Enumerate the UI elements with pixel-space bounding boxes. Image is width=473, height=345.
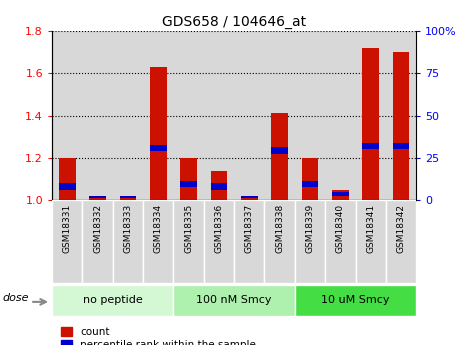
Text: dose: dose xyxy=(3,294,29,303)
Bar xyxy=(143,31,174,200)
Text: GSM18333: GSM18333 xyxy=(123,204,132,254)
FancyBboxPatch shape xyxy=(52,200,82,283)
FancyBboxPatch shape xyxy=(204,200,234,283)
Text: no peptide: no peptide xyxy=(83,295,142,305)
Bar xyxy=(295,31,325,200)
Bar xyxy=(210,170,228,200)
Bar xyxy=(59,183,76,189)
Text: GSM18337: GSM18337 xyxy=(245,204,254,254)
Bar xyxy=(82,31,113,200)
Bar xyxy=(234,31,264,200)
FancyBboxPatch shape xyxy=(174,200,204,283)
FancyBboxPatch shape xyxy=(174,285,295,316)
Text: GSM18340: GSM18340 xyxy=(336,204,345,253)
Bar xyxy=(332,189,349,200)
Bar xyxy=(272,147,288,154)
Bar xyxy=(150,145,166,151)
Text: GSM18338: GSM18338 xyxy=(275,204,284,254)
Text: 100 nM Smcy: 100 nM Smcy xyxy=(196,295,272,305)
FancyBboxPatch shape xyxy=(143,200,174,283)
Text: GSM18339: GSM18339 xyxy=(306,204,315,254)
Title: GDS658 / 104646_at: GDS658 / 104646_at xyxy=(162,14,306,29)
Bar xyxy=(113,31,143,200)
Bar xyxy=(362,48,379,200)
Bar xyxy=(393,52,410,200)
Text: GSM18336: GSM18336 xyxy=(214,204,223,254)
Text: GSM18342: GSM18342 xyxy=(396,204,405,253)
Bar xyxy=(241,196,258,200)
Bar xyxy=(386,31,416,200)
Text: GSM18334: GSM18334 xyxy=(154,204,163,253)
Bar xyxy=(150,67,166,200)
Bar xyxy=(332,192,349,196)
Bar xyxy=(180,158,197,200)
Bar xyxy=(52,31,82,200)
FancyBboxPatch shape xyxy=(264,200,295,283)
FancyBboxPatch shape xyxy=(295,285,416,316)
FancyBboxPatch shape xyxy=(386,200,416,283)
Text: GSM18341: GSM18341 xyxy=(366,204,375,253)
Bar xyxy=(180,181,197,187)
Bar xyxy=(59,158,76,200)
FancyBboxPatch shape xyxy=(82,200,113,283)
FancyBboxPatch shape xyxy=(52,285,174,316)
Text: GSM18331: GSM18331 xyxy=(63,204,72,254)
Bar xyxy=(272,114,288,200)
Bar xyxy=(120,196,136,198)
FancyBboxPatch shape xyxy=(234,200,264,283)
Bar xyxy=(362,143,379,149)
Bar xyxy=(302,158,318,200)
Bar xyxy=(241,196,258,198)
Bar xyxy=(302,181,318,187)
FancyBboxPatch shape xyxy=(113,200,143,283)
Text: 10 uM Smcy: 10 uM Smcy xyxy=(321,295,390,305)
FancyBboxPatch shape xyxy=(356,200,386,283)
Legend: count, percentile rank within the sample: count, percentile rank within the sample xyxy=(57,323,260,345)
FancyBboxPatch shape xyxy=(325,200,356,283)
FancyBboxPatch shape xyxy=(295,200,325,283)
Bar xyxy=(356,31,386,200)
Bar xyxy=(120,196,136,200)
Bar xyxy=(210,183,228,189)
Bar xyxy=(325,31,356,200)
Bar xyxy=(174,31,204,200)
Text: GSM18335: GSM18335 xyxy=(184,204,193,254)
Bar xyxy=(264,31,295,200)
Bar xyxy=(89,196,106,200)
Bar xyxy=(89,196,106,198)
Bar xyxy=(393,143,410,149)
Text: GSM18332: GSM18332 xyxy=(93,204,102,253)
Bar xyxy=(204,31,234,200)
